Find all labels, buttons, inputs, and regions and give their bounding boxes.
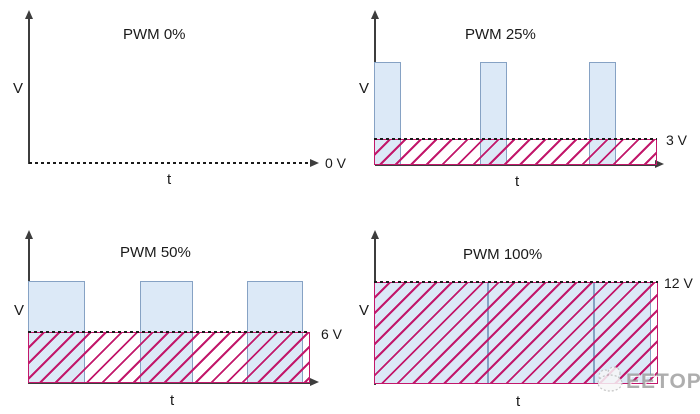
average-area (374, 282, 658, 384)
v-axis-arrow-icon (24, 10, 33, 19)
t-axis-arrow-icon (310, 378, 319, 386)
t-axis-arrow-icon (655, 160, 664, 168)
average-voltage-line (374, 281, 658, 283)
t-axis-arrow-icon (310, 158, 319, 167)
panel-title: PWM 50% (120, 244, 191, 261)
average-area (28, 332, 310, 383)
v-axis-arrow-icon (24, 230, 33, 239)
zero-voltage-line (29, 162, 310, 164)
avg-voltage-label: 3 V (666, 132, 688, 148)
average-voltage-line (374, 138, 657, 140)
avg-voltage-label: 6 V (321, 326, 343, 342)
v-axis-label: V (14, 302, 25, 319)
average-area (374, 139, 657, 165)
panel-title: PWM 25% (465, 26, 536, 43)
average-voltage-line (28, 331, 310, 333)
panel-title: PWM 100% (463, 246, 543, 263)
v-axis-label: V (359, 80, 370, 97)
avg-voltage-label: 0 V (325, 155, 347, 171)
t-axis-label: t (170, 392, 175, 409)
panel-title: PWM 0% (123, 26, 186, 43)
watermark-cloud-icon (594, 364, 628, 399)
v-axis-label: V (359, 302, 370, 319)
watermark-text: EETOP (626, 370, 700, 393)
v-axis-arrow-icon (370, 10, 379, 19)
t-axis-label: t (516, 393, 521, 410)
avg-voltage-label: 12 V (664, 275, 693, 291)
v-axis-arrow-icon (370, 230, 379, 239)
t-axis-label: t (515, 173, 520, 190)
t-axis-label: t (167, 171, 172, 188)
v-axis-label: V (13, 80, 24, 97)
v-axis (28, 18, 30, 164)
